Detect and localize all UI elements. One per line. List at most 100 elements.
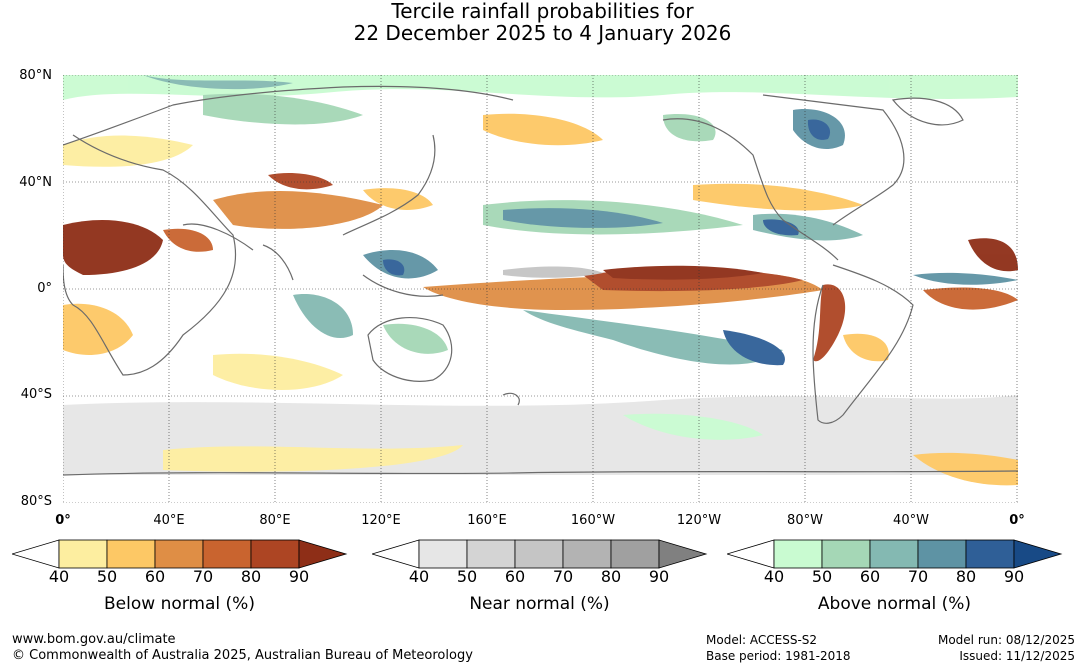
shade-middle-east-orange [213, 190, 383, 229]
coast-australia [367, 316, 453, 382]
shade-s-indian-yellow [213, 353, 343, 390]
shade-spcz-deep [723, 330, 785, 366]
legend-above-swatch-4 [917, 539, 967, 569]
shade-hudson-deep [807, 119, 831, 140]
legend-near-swatch-max [658, 539, 708, 569]
shade-s-atlantic-brown [923, 287, 1018, 310]
legend-near-title: Near normal (%) [469, 594, 610, 614]
shade-arctic-above [63, 75, 1018, 100]
legend-above-tick-50: 50 [811, 567, 833, 586]
coast-east-asia [342, 134, 436, 236]
lon-label-120e: 120°E [361, 513, 401, 528]
legend-below-swatch-min [12, 539, 60, 569]
lon-label-80w: 80°W [787, 513, 823, 528]
lon-label-0-east: 0° [1009, 513, 1025, 528]
footer-url[interactable]: www.bom.gov.au/climate [12, 632, 176, 647]
legend-near-tick-80: 80 [600, 567, 622, 586]
legend-below-tick-40: 40 [48, 567, 70, 586]
shade-us-orange [693, 183, 863, 211]
legend-near-swatch-2 [466, 539, 516, 569]
lon-label-120w: 120°W [676, 513, 722, 528]
legend-near-swatch-5 [610, 539, 660, 569]
coast-africa [63, 134, 237, 376]
shade-w-africa-dark [968, 238, 1018, 272]
legend-above-tick-90: 90 [1003, 567, 1025, 586]
rainfall-probability-map [63, 75, 1018, 503]
shade-n-africa-north [63, 135, 193, 167]
shade-central-asia-brown [268, 173, 333, 190]
lat-label-80n: 80°N [19, 68, 52, 83]
legend-below-normal [12, 539, 348, 569]
lat-label-40s: 40°S [20, 387, 52, 402]
footer-copyright: © Commonwealth of Australia 2025, Austra… [12, 648, 473, 663]
shade-s-america-orange [843, 333, 889, 362]
coast-greenland [891, 97, 964, 126]
legend-near-swatch-min [372, 539, 420, 569]
lon-label-0: 0° [55, 513, 71, 528]
shade-eq-pacific-dark [603, 265, 763, 280]
shade-antarctic-yellow [163, 445, 463, 472]
legend-below-swatch-3 [154, 539, 204, 569]
legend-below-swatch-2 [106, 539, 156, 569]
shade-china-orange [363, 188, 433, 210]
shade-alaska-green [663, 114, 716, 142]
lon-label-40e: 40°E [153, 513, 185, 528]
legend-near-tick-90: 90 [648, 567, 670, 586]
shade-sahara-east [163, 228, 213, 252]
graticule [63, 75, 1018, 503]
footer-issued: Issued: 11/12/2025 [959, 649, 1075, 663]
legend-below-swatch-max [298, 539, 348, 569]
legend-below-tick-50: 50 [96, 567, 118, 586]
legend-below-swatch-5 [250, 539, 300, 569]
lon-label-160e: 160°E [467, 513, 507, 528]
probability-shading [63, 75, 1018, 486]
shade-andes-brown [813, 284, 846, 362]
legend-near-swatch-4 [562, 539, 612, 569]
legend-near-tick-60: 60 [504, 567, 526, 586]
legend-below-swatch-4 [202, 539, 252, 569]
coast-north-america-east [762, 94, 905, 226]
legend-near-tick-50: 50 [456, 567, 478, 586]
shade-n-pacific-teal [503, 208, 663, 228]
legend-above-swatch-2 [821, 539, 871, 569]
shade-maritime-deep [383, 259, 405, 276]
legend-above-swatch-max [1013, 539, 1063, 569]
shade-s-pacific-green [623, 413, 763, 440]
shade-australia-green [383, 323, 448, 354]
lon-label-80e: 80°E [259, 513, 291, 528]
lon-label-40w: 40°W [893, 513, 929, 528]
shade-s-africa-orange [63, 303, 133, 355]
legend-below-swatch-1 [58, 539, 108, 569]
coast-south-america [812, 264, 914, 424]
coast-indonesia [362, 274, 444, 297]
legend-below-title: Below normal (%) [104, 594, 255, 614]
shade-siberia-green [203, 93, 363, 125]
lon-label-160w: 160°W [570, 513, 616, 528]
shade-atlantic-teal [913, 272, 1018, 285]
coast-north-eurasia [63, 85, 514, 146]
legend-below-tick-70: 70 [192, 567, 214, 586]
lat-label-40n: 40°N [19, 175, 52, 190]
legend-below-tick-90: 90 [288, 567, 310, 586]
footer-model-run: Model run: 08/12/2025 [937, 633, 1075, 647]
coast-north-america-west [662, 118, 839, 261]
shade-spcz-teal [523, 310, 783, 365]
legend-below-tick-60: 60 [144, 567, 166, 586]
shade-sahara-dark [63, 220, 163, 275]
lat-label-equator: 0° [37, 281, 52, 296]
legend-above-tick-80: 80 [955, 567, 977, 586]
coast-arabia [182, 223, 254, 251]
footer-model: Model: ACCESS-S2 [706, 633, 818, 647]
coast-new-zealand [502, 392, 520, 406]
legend-above-tick-70: 70 [907, 567, 929, 586]
coast-india [262, 244, 294, 281]
shade-gulf-deep [763, 219, 799, 236]
legend-above-swatch-1 [773, 539, 823, 569]
coast-antarctica [63, 470, 1018, 476]
legend-above-tick-60: 60 [859, 567, 881, 586]
legend-near-swatch-3 [514, 539, 564, 569]
footer-base-period: Base period: 1981-2018 [706, 649, 851, 663]
legend-above-normal [727, 539, 1063, 569]
legend-near-normal [372, 539, 708, 569]
legend-near-tick-70: 70 [552, 567, 574, 586]
